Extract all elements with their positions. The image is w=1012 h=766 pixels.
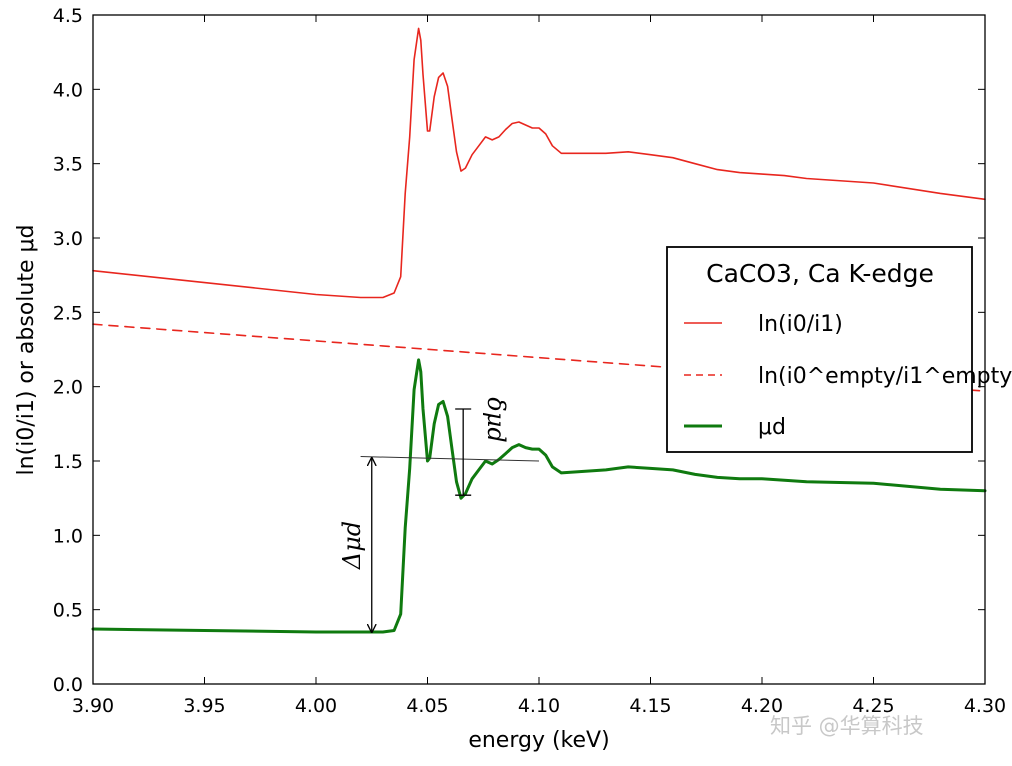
y-tick-label: 0.5 (53, 600, 83, 622)
reference-line (360, 456, 540, 462)
series-ln-i0-i1 (92, 27, 986, 299)
x-tick-label: 3.95 (183, 695, 225, 717)
annotation-layer (360, 408, 540, 632)
legend: CaCO3, Ca K-edge ln(i0/i1) ln(i0^empty/i… (666, 246, 1012, 453)
legend-title: CaCO3, Ca K-edge (706, 259, 934, 288)
y-axis-ticks: 0.0 0.5 1.0 1.5 2.0 2.5 3.0 3.5 4.0 4.5 (53, 5, 985, 696)
x-tick-label: 4.20 (741, 695, 783, 717)
x-tick-label: 4.15 (629, 695, 671, 717)
legend-label-ln: ln(i0/i1) (758, 312, 843, 337)
x-tick-label: 4.30 (964, 695, 1006, 717)
series-mud (91, 358, 987, 634)
y-tick-label: 3.5 (53, 154, 83, 176)
y-tick-label: 4.0 (53, 79, 83, 101)
x-axis-ticks: 3.90 3.95 4.00 4.05 4.10 4.15 4.20 4.25 4.30 (72, 15, 1006, 717)
legend-box (666, 246, 973, 453)
y-tick-label: 3.0 (53, 228, 83, 250)
annotation-delta-mud-large: Δμd (338, 521, 366, 570)
x-axis-title: energy (keV) (468, 728, 609, 753)
y-tick-label: 1.5 (53, 451, 83, 473)
x-tick-label: 4.10 (518, 695, 560, 717)
legend-label-empty: ln(i0^empty/i1^empty) (758, 364, 1012, 389)
legend-label-mud: μd (758, 415, 786, 440)
x-tick-label: 4.00 (295, 695, 337, 717)
watermark: 知乎 @华算科技 (770, 714, 924, 738)
y-axis-title: ln(i0/i1) or absolute μd (14, 225, 39, 476)
y-tick-label: 2.0 (53, 377, 83, 399)
x-tick-label: 4.25 (852, 695, 894, 717)
y-tick-label: 4.5 (53, 5, 83, 27)
y-tick-label: 0.0 (53, 674, 83, 696)
y-tick-label: 1.0 (53, 525, 83, 547)
x-tick-label: 4.05 (406, 695, 448, 717)
annotation-delta-mud-small: δμd (482, 397, 510, 442)
y-tick-label: 2.5 (53, 302, 83, 324)
x-tick-label: 3.90 (72, 695, 114, 717)
